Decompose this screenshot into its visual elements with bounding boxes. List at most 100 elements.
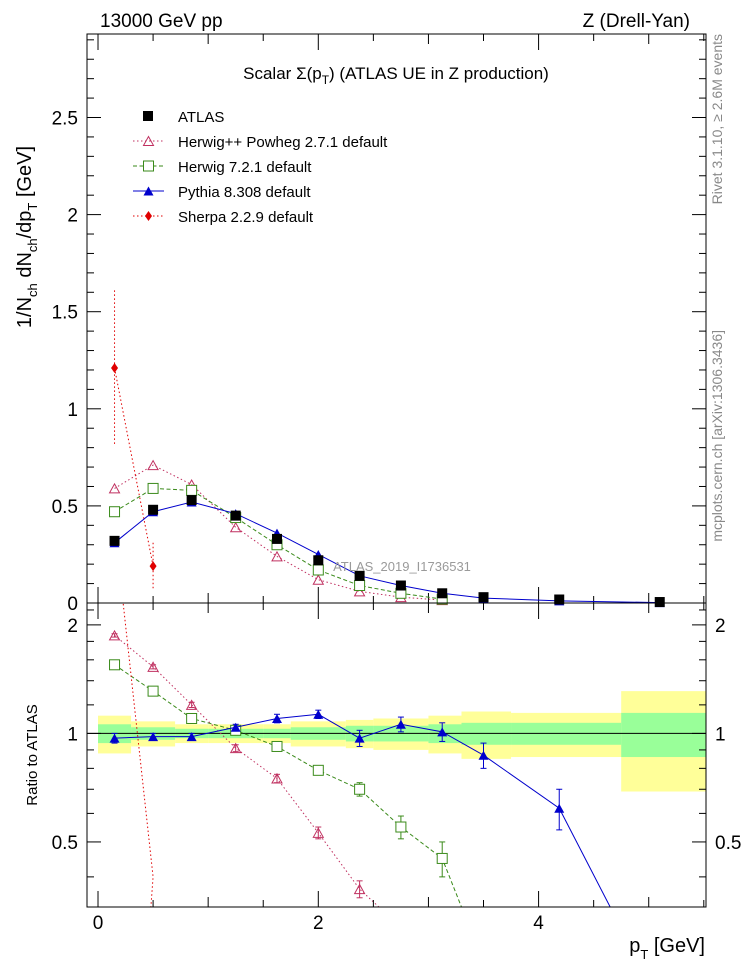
main-line-herwigpp [114,464,443,601]
ratio-uncertainty-bands [98,691,706,792]
ratio-point-herwig [354,783,366,795]
chart-title: Scalar Σ(pT) (ATLAS UE in Z production) [243,64,549,87]
ratio-point-pythia [313,709,324,719]
main-line-sherpa [114,367,154,567]
main-point-herwig [109,506,121,518]
main-point-sherpa [149,561,157,572]
ratio-ytick-label-right: 1 [715,724,726,745]
ratio-band-inner [621,712,706,758]
ratio-point-pythia [554,803,565,813]
main-point-atlas [148,504,159,515]
ratio-point-pythia [437,727,448,737]
ratio-point-herwig [436,852,448,864]
ratio-point-herwigpp [271,772,283,784]
legend-label-herwigpp: Herwig++ Powheg 2.7.1 default [178,134,388,151]
main-point-atlas [271,533,282,544]
legend-label-herwig7: Herwig 7.2.1 default [178,159,312,176]
ratio-ytick-labels: 0.5 0.5 1 1 2 2 [52,616,742,854]
main-axis-ticks [87,34,706,604]
ratio-ytick-label: 0.5 [52,833,78,854]
main-point-atlas [354,570,365,581]
legend-marker-pythia [143,186,154,196]
xtick-label: 4 [533,913,544,934]
main-point-herwig [354,580,366,592]
process-label: Z (Drell-Yan) [583,11,690,32]
ratio-point-pythia [186,732,197,742]
ratio-point-pythia [271,713,282,723]
main-point-atlas [554,594,565,605]
main-ytick-label: 1.5 [52,303,78,324]
ratio-point-herwigpp [185,699,198,710]
ratio-point-pythia [478,750,489,760]
ratio-point-herwigpp [229,742,242,754]
ratio-point-pythia [109,733,120,743]
ratio-point-herwig [271,740,283,752]
main-point-atlas [186,495,197,506]
ratio-group-herwig [109,659,462,907]
main-point-sherpa [111,363,119,374]
main-point-herwigpp [353,585,366,597]
ratio-group-herwigpp [108,629,380,907]
ratio-ylabel: Ratio to ATLAS [24,704,41,805]
ratio-point-pythia [230,722,241,732]
main-ylabel: 1/Nch dNch/dpT [GeV] [14,146,40,328]
legend-label-pythia: Pythia 8.308 default [178,184,311,201]
ratio-line-pythia [114,713,611,907]
ratio-panel: 0.5 0.5 1 1 2 2 0 2 4 Ratio to ATLAS pT [GeV] [24,602,742,962]
ratio-ytick-label-right: 0.5 [715,833,741,854]
main-ytick-label: 0.5 [52,497,78,518]
ratio-ytick-label-right: 2 [715,616,726,637]
main-ytick-label: 2 [67,206,78,227]
legend-marker-herwig7 [143,160,154,172]
xtick-label: 2 [313,913,324,934]
main-point-atlas [437,588,448,599]
ratio-point-pythia [148,732,159,742]
ratio-point-herwigpp [147,661,159,672]
main-point-herwigpp [147,459,159,471]
legend-label-sherpa: Sherpa 2.2.9 default [178,209,314,226]
ratio-group-pythia [109,709,611,907]
main-ytick-label: 2.5 [52,109,78,130]
rivet-label: Rivet 3.1.10, ≥ 2.6M events [709,34,725,204]
analysis-watermark: ATLAS_2019_I1736531 [333,559,471,574]
mcplots-label: mcplots.cern.ch [arXiv:1306.3436] [709,330,725,542]
ratio-point-pythia [395,719,406,729]
collision-label: 13000 GeV pp [100,11,223,32]
ratio-ytick-label: 2 [67,616,78,637]
ratio-panel-frame [86,602,707,908]
ratio-point-herwigpp [312,827,325,838]
ratio-line-herwigpp [114,635,380,907]
legend-label-atlas: ATLAS [178,109,224,126]
legend-marker-sherpa [145,211,152,221]
main-point-herwigpp [312,574,325,585]
main-point-atlas [654,597,665,608]
main-series-layer [108,290,665,608]
ratio-point-herwig [186,712,198,724]
main-point-atlas [313,555,324,566]
ratio-point-herwig [147,685,159,697]
ratio-axis-ticks [87,603,706,907]
ratio-series-layer [108,603,611,907]
legend: ATLAS Herwig++ Powheg 2.7.1 default Herw… [133,109,388,226]
legend-marker-herwigpp [142,135,155,146]
xtick-label: 0 [93,913,104,934]
main-point-herwigpp [271,550,283,562]
ratio-point-herwig [395,821,407,833]
ratio-point-herwig [109,659,121,671]
main-point-atlas [478,592,489,603]
main-point-herwig [312,564,324,576]
main-ytick-labels: 0 0.5 1 1.5 2 2.5 [52,109,78,615]
legend-marker-atlas [143,111,153,121]
main-point-herwigpp [229,521,242,533]
main-point-atlas [109,535,120,546]
main-point-herwig [186,484,198,496]
ratio-ytick-label: 1 [67,724,78,745]
xtick-labels: 0 2 4 [93,913,545,934]
main-ytick-label: 0 [67,594,78,615]
main-point-atlas [230,510,241,521]
ratio-line-herwig [114,664,462,907]
main-line-pythia [114,501,660,604]
xlabel: pT [GeV] [629,935,705,962]
main-point-herwigpp [108,482,121,494]
